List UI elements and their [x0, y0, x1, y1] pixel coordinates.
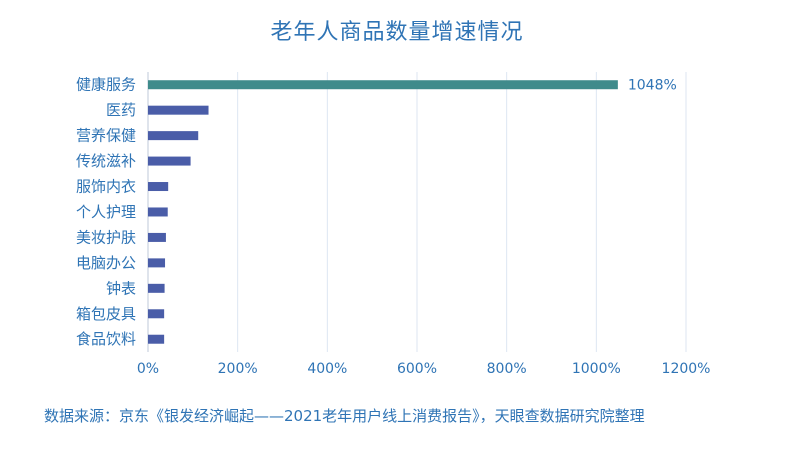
- category-label: 服饰内衣: [76, 178, 136, 196]
- bar: [148, 131, 199, 141]
- bar: [148, 232, 166, 242]
- bar: [148, 105, 209, 115]
- chart-title: 老年人商品数量增速情况: [270, 20, 524, 45]
- source-note: 数据来源：京东《银发经济崛起——2021老年用户线上消费报告》，天眼查数据研究院…: [44, 407, 645, 425]
- x-tick-label: 600%: [397, 361, 437, 377]
- bar: [148, 309, 165, 319]
- category-label: 营养保健: [76, 127, 136, 145]
- x-tick-label: 400%: [307, 361, 347, 377]
- x-tick-label: 800%: [487, 361, 527, 377]
- x-tick-label: 1000%: [572, 361, 621, 377]
- bar: [148, 258, 166, 268]
- bar: [148, 80, 618, 90]
- category-label: 健康服务: [76, 76, 136, 94]
- bar: [148, 156, 191, 166]
- bar: [148, 283, 165, 293]
- bar: [148, 207, 168, 217]
- data-label: 1048%: [628, 78, 677, 94]
- category-label: 箱包皮具: [76, 305, 136, 323]
- x-tick-label: 200%: [218, 361, 258, 377]
- x-tick-label: 0%: [137, 361, 159, 377]
- category-label: 传统滋补: [76, 152, 136, 170]
- category-label: 钟表: [106, 279, 136, 297]
- category-label: 美妆护肤: [76, 228, 136, 246]
- category-label: 电脑办公: [76, 254, 136, 272]
- category-label: 医药: [106, 101, 136, 119]
- x-tick-label: 1200%: [662, 361, 711, 377]
- bar: [148, 334, 165, 344]
- bar: [148, 182, 169, 192]
- category-label: 食品饮料: [76, 330, 136, 348]
- bar-chart: 0% 200% 400% 600% 800% 1000% 1200% 健康服务 1048% 医药营…: [76, 72, 711, 377]
- category-label: 个人护理: [76, 203, 136, 221]
